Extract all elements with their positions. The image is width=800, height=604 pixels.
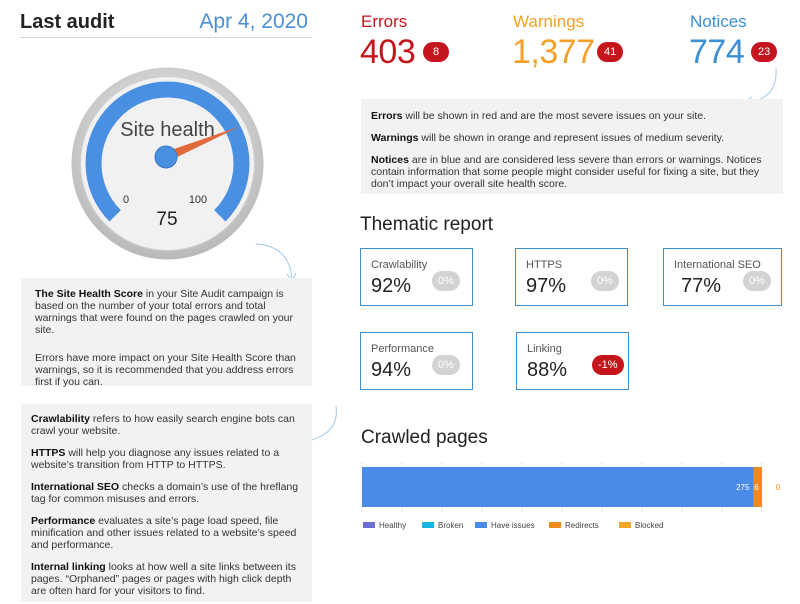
chart-data-label: 6 — [754, 483, 759, 492]
notices-info-text: are in blue and are considered less seve… — [371, 154, 762, 190]
gauge-arc — [85, 81, 250, 222]
thematic-info-box: Crawlability refers to how easily search… — [21, 404, 312, 602]
chart-legend-label[interactable]: Broken — [438, 521, 463, 530]
gauge-svg: Site health 0 100 75 — [71, 67, 264, 260]
warnings-info-bold: Warnings — [371, 132, 419, 144]
thematic-card-international-seo[interactable]: International SEO 77% 0% — [663, 248, 782, 306]
thematic-info-item: HTTPS will help you diagnose any issues … — [31, 447, 302, 471]
card-name: Linking — [527, 343, 562, 355]
thematic-report-title: Thematic report — [360, 214, 494, 235]
card-value: 97% — [526, 275, 567, 297]
notices-new-badge: 23 — [751, 42, 778, 62]
thematic-info-item: Performance evaluates a site’s page load… — [31, 515, 302, 551]
warnings-info-text: will be shown in orange and represent is… — [418, 132, 725, 144]
notices-label[interactable]: Notices — [690, 12, 747, 31]
thematic-info-bold: Crawlability — [31, 413, 90, 425]
chart-legend-swatch — [363, 522, 375, 528]
errors-new-badge: 8 — [423, 42, 449, 62]
thematic-card-linking[interactable]: Linking 88% -1% — [516, 332, 629, 390]
card-change-badge: -1% — [592, 355, 624, 375]
chart-legend-swatch — [422, 522, 434, 528]
thematic-info-item: Crawlability refers to how easily search… — [31, 413, 302, 437]
warnings-info: Warnings will be shown in orange and rep… — [371, 132, 773, 144]
warnings-label[interactable]: Warnings — [513, 12, 585, 31]
card-value: 94% — [371, 359, 412, 381]
errors-label[interactable]: Errors — [361, 12, 408, 31]
thematic-info-text: looks at how well a site links between i… — [31, 561, 296, 597]
site-health-info-p1: The Site Health Score in your Site Audit… — [35, 288, 298, 336]
chart-bar-segment[interactable] — [753, 467, 762, 507]
gauge-hub — [154, 145, 178, 169]
card-value: 77% — [681, 275, 722, 297]
thematic-card-crawlability[interactable]: Crawlability 92% 0% — [360, 248, 473, 306]
site-health-info-p2: Errors have more impact on your Site Hea… — [35, 352, 296, 388]
chart-legend-swatch — [549, 522, 561, 528]
gauge-label: Site health — [120, 119, 215, 141]
chart-legend-swatch — [619, 522, 631, 528]
site-health-info-box: The Site Health Score in your Site Audit… — [21, 278, 312, 388]
site-health-gauge: Site health 0 100 75 — [70, 66, 265, 261]
chart-legend-label[interactable]: Have issues — [491, 521, 535, 530]
chart-legend-label[interactable]: Healthy — [379, 521, 406, 530]
card-name: Crawlability — [371, 259, 428, 271]
chart-data-label: 275 — [736, 483, 750, 492]
card-name: HTTPS — [526, 259, 563, 271]
chart-legend-swatch — [475, 522, 487, 528]
gauge-max-label: 100 — [189, 194, 207, 206]
errors-info-text: will be shown in red and are the most se… — [402, 110, 707, 122]
crawled-pages-title: Crawled pages — [361, 427, 488, 448]
audit-title: Last audit — [20, 11, 115, 33]
thematic-info-item: International SEO checks a domain’s use … — [31, 481, 302, 505]
card-change-badge: 0% — [432, 355, 460, 375]
thematic-info-text: refers to how easily search engine bots … — [31, 413, 295, 437]
notices-info: Notices are in blue and are considered l… — [371, 154, 773, 190]
crawled-pages-chart[interactable]: 275 6 0 Healthy Broken Have issues Redirects Bl… — [360, 458, 790, 538]
audit-header: Last audit Apr 4, 2020 — [20, 8, 312, 38]
thematic-card-https[interactable]: HTTPS 97% 0% — [515, 248, 628, 306]
thematic-info-bold: HTTPS — [31, 447, 66, 459]
thematic-info-bold: International SEO — [31, 481, 120, 493]
warnings-count[interactable]: 1,377 — [512, 33, 595, 71]
site-health-info-bold: The Site Health Score — [35, 288, 143, 300]
card-value: 92% — [371, 275, 412, 297]
notices-info-bold: Notices — [371, 154, 409, 166]
card-change-badge: 0% — [743, 271, 771, 291]
thematic-info-text: will help you diagnose any issues relate… — [31, 447, 280, 471]
card-name: Performance — [371, 343, 434, 355]
thematic-info-bold: Internal linking — [31, 561, 106, 573]
chart-legend-label[interactable]: Blocked — [635, 521, 663, 530]
errors-count[interactable]: 403 — [360, 33, 416, 71]
thematic-info-text: checks a domain’s use of the hreflang ta… — [31, 481, 299, 505]
gauge-needle — [164, 126, 240, 162]
crawled-pages-chart-svg: 275 6 0 Healthy Broken Have issues Redirects Bl… — [361, 462, 781, 530]
notices-count[interactable]: 774 — [689, 33, 745, 71]
thematic-info-text: evaluates a site’s page load speed, file… — [31, 515, 297, 551]
gauge-score: 75 — [156, 209, 177, 230]
card-value: 88% — [527, 359, 568, 381]
thematic-card-performance[interactable]: Performance 94% 0% — [360, 332, 473, 390]
warnings-new-badge: 41 — [597, 42, 624, 62]
gauge-min-label: 0 — [123, 194, 129, 206]
chart-bar-segment[interactable] — [362, 467, 754, 507]
chart-data-label: 0 — [776, 483, 781, 492]
issues-info-box: Errors will be shown in red and are the … — [361, 99, 783, 194]
errors-info-bold: Errors — [371, 110, 403, 122]
card-change-badge: 0% — [432, 271, 460, 291]
site-health-info-text: in your Site Audit campaign is based on … — [35, 288, 293, 336]
chart-legend-label[interactable]: Redirects — [565, 521, 599, 530]
card-name: International SEO — [674, 259, 761, 271]
audit-date[interactable]: Apr 4, 2020 — [199, 10, 308, 33]
card-change-badge: 0% — [591, 271, 619, 291]
errors-info: Errors will be shown in red and are the … — [371, 110, 773, 122]
thematic-info-bold: Performance — [31, 515, 96, 527]
thematic-info-item: Internal linking looks at how well a sit… — [31, 561, 302, 597]
